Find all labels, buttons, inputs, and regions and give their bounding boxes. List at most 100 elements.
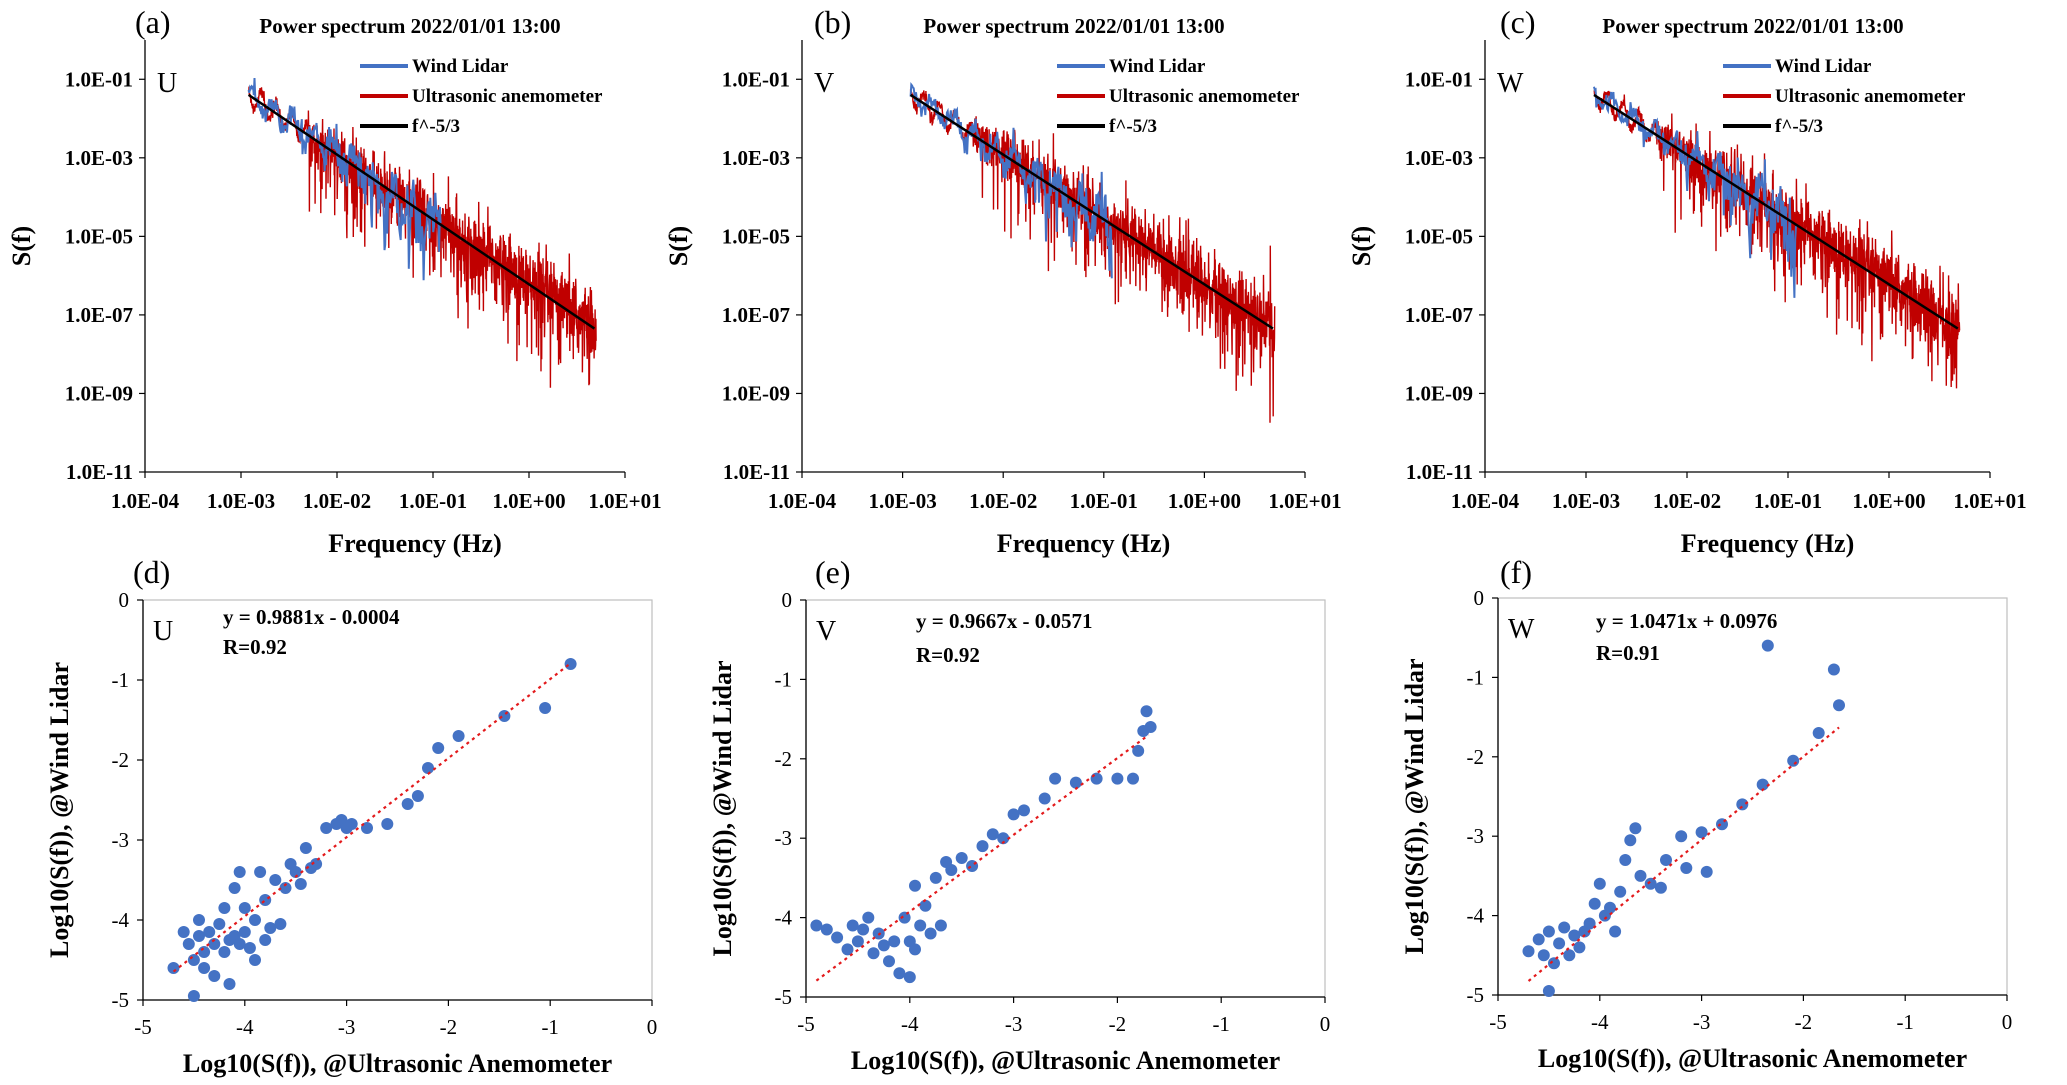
scatter-point — [1144, 721, 1157, 733]
scatter-point — [820, 923, 833, 936]
y-tick-label: -5 — [775, 985, 793, 1009]
scatter-point — [193, 930, 205, 942]
y-tick-label: -3 — [1467, 824, 1485, 848]
scatter-point — [846, 919, 859, 932]
legend-label: f^-5/3 — [1775, 116, 1823, 137]
scatter-point — [1038, 792, 1051, 805]
scatter-point — [243, 942, 256, 954]
scatter-point — [841, 943, 854, 956]
scatter-point — [198, 962, 211, 974]
scatter-point — [233, 866, 246, 878]
scatter-point — [924, 927, 937, 940]
scatter-point — [249, 954, 261, 966]
scatter-point — [997, 832, 1010, 845]
scatter-point — [810, 919, 823, 932]
scatter-point — [1833, 699, 1845, 712]
y-tick-label: -2 — [112, 748, 130, 772]
x-tick-label: 1.0E+00 — [1168, 489, 1241, 513]
scatter-point — [452, 730, 465, 742]
scatter-point — [564, 658, 577, 670]
linear-trendline — [815, 734, 1150, 982]
y-tick-label: 1.0E-09 — [722, 381, 790, 405]
x-tick-label: 1.0E-03 — [207, 489, 275, 513]
scatter-point — [218, 902, 231, 914]
y-tick-label: -2 — [1467, 745, 1485, 769]
y-tick-label: 1.0E-03 — [722, 146, 790, 170]
scatter-point — [1660, 854, 1672, 866]
plot-area-border — [142, 599, 653, 1001]
y-tick-label: -4 — [112, 908, 130, 932]
scatter-point — [1700, 865, 1713, 878]
spectrum-panel-u: 1.0E-04 1.0E-03 1.0E-02 1.0E-01 1.0E+00 1.0E+… — [7, 4, 662, 558]
x-tick-label: 1.0E-01 — [1070, 489, 1138, 513]
y-tick-label: -3 — [775, 826, 793, 850]
legend-label: Ultrasonic anemometer — [412, 86, 603, 107]
scatter-point — [867, 947, 880, 960]
plot-area-border — [805, 599, 1326, 998]
scatter-point — [934, 919, 947, 932]
x-tick-label: 1.0E-01 — [1754, 489, 1822, 513]
scatter-point — [1568, 929, 1581, 942]
scatter-point — [218, 946, 231, 958]
x-tick-label: -1 — [1896, 1010, 1914, 1034]
y-tick-label: 1.0E-07 — [722, 303, 790, 327]
scatter-point — [1695, 826, 1708, 839]
x-tick-label: -5 — [797, 1012, 815, 1036]
scatter-point — [1654, 881, 1667, 894]
scatter-point — [498, 710, 511, 722]
x-axis-title: Log10(S(f)), @Ultrasonic Anemometer — [183, 1049, 612, 1078]
scatter-point — [1127, 772, 1139, 785]
scatter-point — [1634, 869, 1647, 882]
y-tick-label: 1.0E-05 — [722, 224, 790, 248]
scatter-point — [381, 818, 394, 830]
scatter-point — [320, 822, 333, 834]
spectrum-panel-v: 1.0E-04 1.0E-03 1.0E-02 1.0E-01 1.0E+00 1.0E+… — [664, 4, 1342, 558]
x-tick-label: 1.0E-02 — [303, 489, 371, 513]
scatter-point — [259, 894, 272, 906]
scatter-point — [249, 914, 261, 926]
legend-label: Wind Lidar — [1109, 56, 1206, 77]
legend-label: f^-5/3 — [412, 116, 460, 137]
x-axis-title: Log10(S(f)), @Ultrasonic Anemometer — [1538, 1044, 1967, 1073]
y-axis-title: S(f) — [1347, 226, 1376, 266]
x-tick-label: 1.0E+00 — [1852, 489, 1925, 513]
linear-trendline — [172, 662, 572, 973]
x-tick-label: -5 — [1489, 1010, 1507, 1034]
scatter-point — [289, 866, 302, 878]
scatter-point — [1553, 937, 1566, 950]
x-tick-label: -4 — [236, 1015, 254, 1039]
x-tick-label: 1.0E-04 — [768, 489, 837, 513]
scatter-point — [1548, 957, 1560, 970]
x-tick-label: -2 — [1795, 1010, 1813, 1034]
scatter-point — [432, 742, 445, 754]
legend-label: Wind Lidar — [1775, 56, 1872, 77]
y-tick-label: -1 — [775, 667, 793, 691]
y-tick-label: -4 — [775, 906, 793, 930]
x-axis-title: Log10(S(f)), @Ultrasonic Anemometer — [851, 1046, 1280, 1075]
scatter-panel-w: -5 -4 -3 -2 -1 0 -5 -4 -3 -2 -1 0 Log10(S(f)), @Ultr… — [1400, 554, 2012, 1073]
scatter-point — [208, 938, 221, 950]
x-tick-label: 1.0E-03 — [1552, 489, 1620, 513]
scatter-point — [955, 852, 968, 864]
x-tick-label: 1.0E+01 — [1268, 489, 1341, 513]
y-tick-label: 1.0E-03 — [65, 146, 133, 170]
scatter-panel-u: -5 -4 -3 -2 -1 0 -5 -4 -3 -2 -1 0 Log10(S(f)), @Ultr… — [45, 554, 657, 1078]
scatter-point — [914, 919, 927, 932]
regression-equation: y = 0.9667x - 0.0571 — [916, 609, 1092, 633]
x-tick-label: 0 — [1320, 1012, 1331, 1036]
y-tick-label: 1.0E-03 — [1405, 146, 1473, 170]
y-tick-label: 1.0E-07 — [65, 303, 133, 327]
scatter-point — [976, 840, 989, 853]
y-tick-label: 1.0E-01 — [65, 67, 133, 91]
scatter-point — [213, 918, 226, 930]
scatter-point — [945, 864, 958, 876]
scatter-point — [279, 882, 292, 894]
y-tick-label: 1.0E-05 — [1405, 224, 1473, 248]
scatter-point — [228, 882, 241, 894]
panel-label: (f) — [1500, 554, 1532, 590]
x-tick-label: 1.0E+01 — [1953, 489, 2026, 513]
x-tick-label: -2 — [440, 1015, 458, 1039]
scatter-point — [1614, 885, 1627, 898]
y-tick-label: 1.0E-11 — [723, 460, 790, 484]
y-tick-label: -1 — [112, 668, 130, 692]
